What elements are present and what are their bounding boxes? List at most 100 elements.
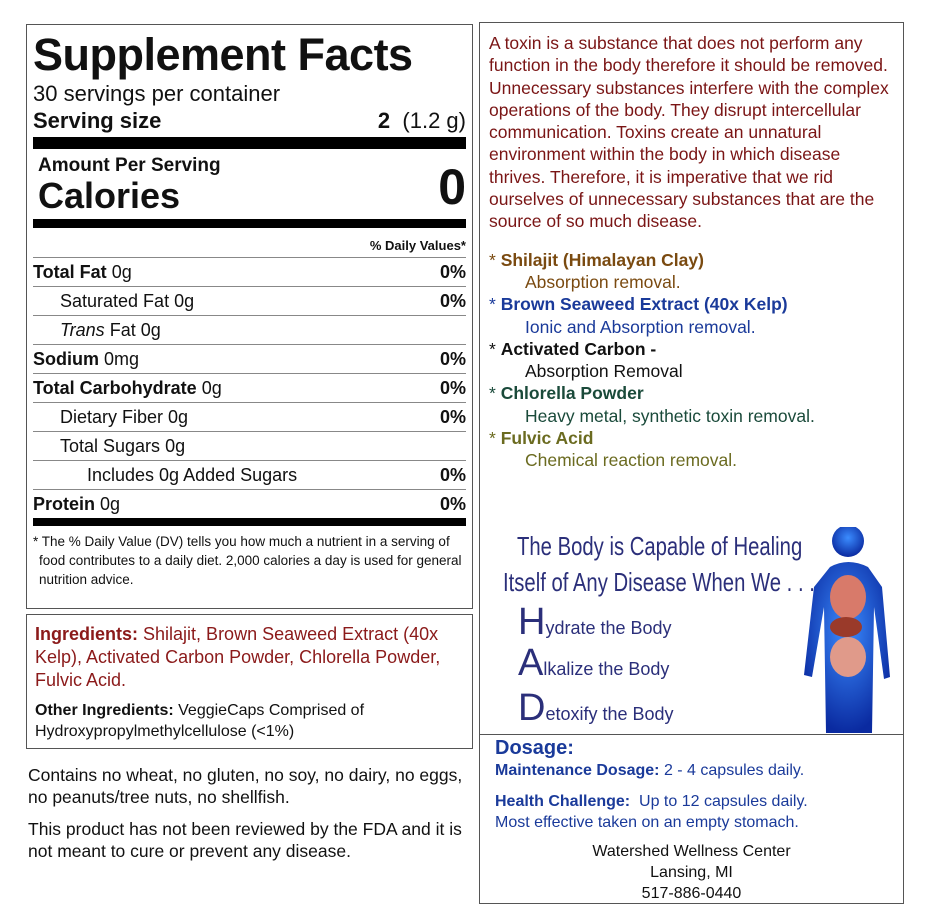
component-name: * Chlorella Powder	[489, 383, 644, 404]
component-name: * Fulvic Acid	[489, 428, 594, 449]
hydrate-line: Hydrate the Body	[518, 601, 672, 644]
nutrient-table: Total Fat 0g 0% Saturated Fat 0g 0% Trans Fa…	[33, 258, 466, 526]
nutrient-label-suffix: Fat	[109, 320, 136, 340]
nutrient-row: Includes 0g Added Sugars 0%	[33, 461, 466, 490]
nutrient-row: Total Fat 0g 0%	[33, 258, 466, 287]
nutrient-label: Dietary Fiber	[60, 407, 164, 427]
healing-line-2: Itself of Any Disease When We . . .	[503, 567, 815, 597]
maintenance-text: 2 - 4 capsules daily.	[663, 762, 805, 779]
serving-size: Serving size 2 (1.2 g)	[33, 107, 466, 135]
nutrient-percent: 0%	[439, 378, 466, 398]
nutrient-name: Total Sugars 0g	[33, 432, 185, 460]
nutrient-row: Total Carbohydrate 0g 0%	[33, 374, 466, 403]
calories-label: Calories	[38, 175, 181, 216]
serving-weight: (1.2 g)	[402, 108, 466, 133]
nutrient-amount: 0g	[165, 436, 186, 456]
health-challenge-text: Up to 12 capsules daily.	[639, 793, 808, 810]
nutrient-amount: 0g	[168, 407, 189, 427]
divider-bar	[33, 137, 466, 149]
nutrient-name: Total Fat 0g	[33, 258, 132, 286]
dosage-note: Most effective taken on an empty stomach…	[495, 814, 799, 831]
nutrient-row: Total Sugars 0g	[33, 432, 466, 461]
nutrient-amount: 0g	[201, 378, 222, 398]
component-description: Absorption removal.	[525, 271, 681, 292]
nutrient-row: Protein 0g 0%	[33, 490, 466, 526]
nutrient-label: Total Carbohydrate	[33, 378, 197, 398]
nutrient-row: Dietary Fiber 0g 0%	[33, 403, 466, 432]
nutrient-name: Sodium 0mg	[33, 345, 139, 373]
nutrient-row: Sodium 0mg 0%	[33, 345, 466, 374]
component-label: Fulvic Acid	[500, 428, 594, 449]
nutrient-amount: 0g	[174, 291, 195, 311]
nutrient-name: Total Carbohydrate 0g	[33, 374, 222, 402]
dosage-section: Dosage: Maintenance Dosage: 2 - 4 capsul…	[480, 734, 903, 904]
ingredients: Ingredients: Shilajit, Brown Seaweed Ext…	[35, 623, 464, 692]
d-rest: etoxify the Body	[545, 704, 674, 724]
nutrient-label: Saturated Fat	[60, 291, 170, 311]
h-initial: H	[518, 601, 546, 643]
serving-qty: 2	[377, 108, 391, 133]
facts-title: Supplement Facts	[33, 29, 413, 80]
daily-values-header: % Daily Values*	[33, 230, 466, 258]
nutrient-percent: 0%	[439, 494, 466, 514]
d-initial: D	[518, 687, 546, 729]
nutrient-label: Protein	[33, 494, 96, 514]
alkalize-line: Alkalize the Body	[518, 642, 669, 685]
other-ingredients-text: VeggieCaps Comprised of Hydroxypropylmet…	[35, 702, 365, 740]
nutrient-label: Sodium	[33, 349, 99, 369]
company-address: Watershed Wellness Center Lansing, MI 51…	[480, 841, 903, 904]
calories-value: 0	[438, 159, 466, 215]
health-challenge-label: Health Challenge:	[495, 793, 631, 810]
amount-per-serving: Amount Per Serving	[38, 155, 221, 176]
nutrient-row: Saturated Fat 0g 0%	[33, 287, 466, 316]
human-body-illustration	[804, 527, 890, 733]
toxin-description: A toxin is a substance that does not per…	[489, 33, 889, 232]
component-label: Activated Carbon -	[500, 338, 657, 359]
ingredients-label: Ingredients:	[35, 624, 139, 644]
component-label: Shilajit (Himalayan Clay)	[500, 249, 704, 270]
nutrient-percent: 0%	[439, 291, 466, 311]
nutrient-amount: 0mg	[104, 349, 140, 369]
company-city: Lansing, MI	[650, 864, 733, 881]
nutrient-name: Includes 0g Added Sugars	[33, 461, 297, 489]
nutrient-name: Dietary Fiber 0g	[33, 403, 188, 431]
nutrient-name: Protein 0g	[33, 490, 120, 518]
nutrient-percent: 0%	[439, 465, 466, 485]
nutrient-amount: 0g	[100, 494, 121, 514]
other-ingredients: Other Ingredients: VeggieCaps Comprised …	[35, 700, 464, 742]
company-phone: 517-886-0440	[641, 885, 742, 902]
info-panel: A toxin is a substance that does not per…	[479, 22, 904, 904]
h-rest: ydrate the Body	[545, 618, 672, 638]
footnote: * The % Daily Value (DV) tells you how m…	[33, 534, 462, 587]
ingredients-text: Shilajit, Brown Seaweed Extract (40x Kel…	[35, 624, 441, 690]
nutrient-percent: 0%	[439, 407, 466, 427]
supplement-facts-panel: Supplement Facts 30 servings per contain…	[26, 24, 473, 609]
ingredients-panel: Ingredients: Shilajit, Brown Seaweed Ext…	[26, 614, 473, 749]
nutrient-percent: 0%	[439, 262, 466, 282]
detoxify-line: Detoxify the Body	[518, 687, 674, 730]
nutrient-label: Trans	[60, 320, 105, 340]
a-initial: A	[518, 642, 544, 684]
healing-graphic: The Body is Capable of Healing Itself of…	[480, 523, 904, 733]
component-description: Chemical reaction removal.	[525, 450, 738, 471]
company-name: Watershed Wellness Center	[592, 843, 791, 860]
component-list: * Shilajit (Himalayan Clay) Absorption re…	[480, 233, 903, 472]
nutrient-row: Trans Fat 0g	[33, 316, 466, 345]
component-label: Brown Seaweed Extract (40x Kelp)	[500, 294, 788, 315]
a-rest: lkalize the Body	[543, 659, 670, 679]
serving-size-label: Serving size	[33, 108, 162, 133]
nutrient-amount: 0g	[140, 320, 161, 340]
component-name: * Brown Seaweed Extract (40x Kelp)	[489, 294, 788, 315]
component-description: Absorption Removal	[525, 361, 683, 382]
nutrient-percent: 0%	[439, 349, 466, 369]
servings-per-container: 30 servings per container	[33, 81, 281, 106]
nutrient-amount: 0g	[111, 262, 132, 282]
maintenance-label: Maintenance Dosage:	[495, 762, 660, 779]
other-ingredients-label: Other Ingredients:	[35, 702, 174, 719]
dosage-title: Dosage:	[495, 737, 574, 759]
divider-bar	[33, 219, 466, 228]
nutrient-label: Total Fat	[33, 262, 107, 282]
component-name: * Activated Carbon -	[489, 338, 657, 359]
component-label: Chlorella Powder	[500, 383, 644, 404]
component-description: Ionic and Absorption removal.	[525, 316, 756, 337]
